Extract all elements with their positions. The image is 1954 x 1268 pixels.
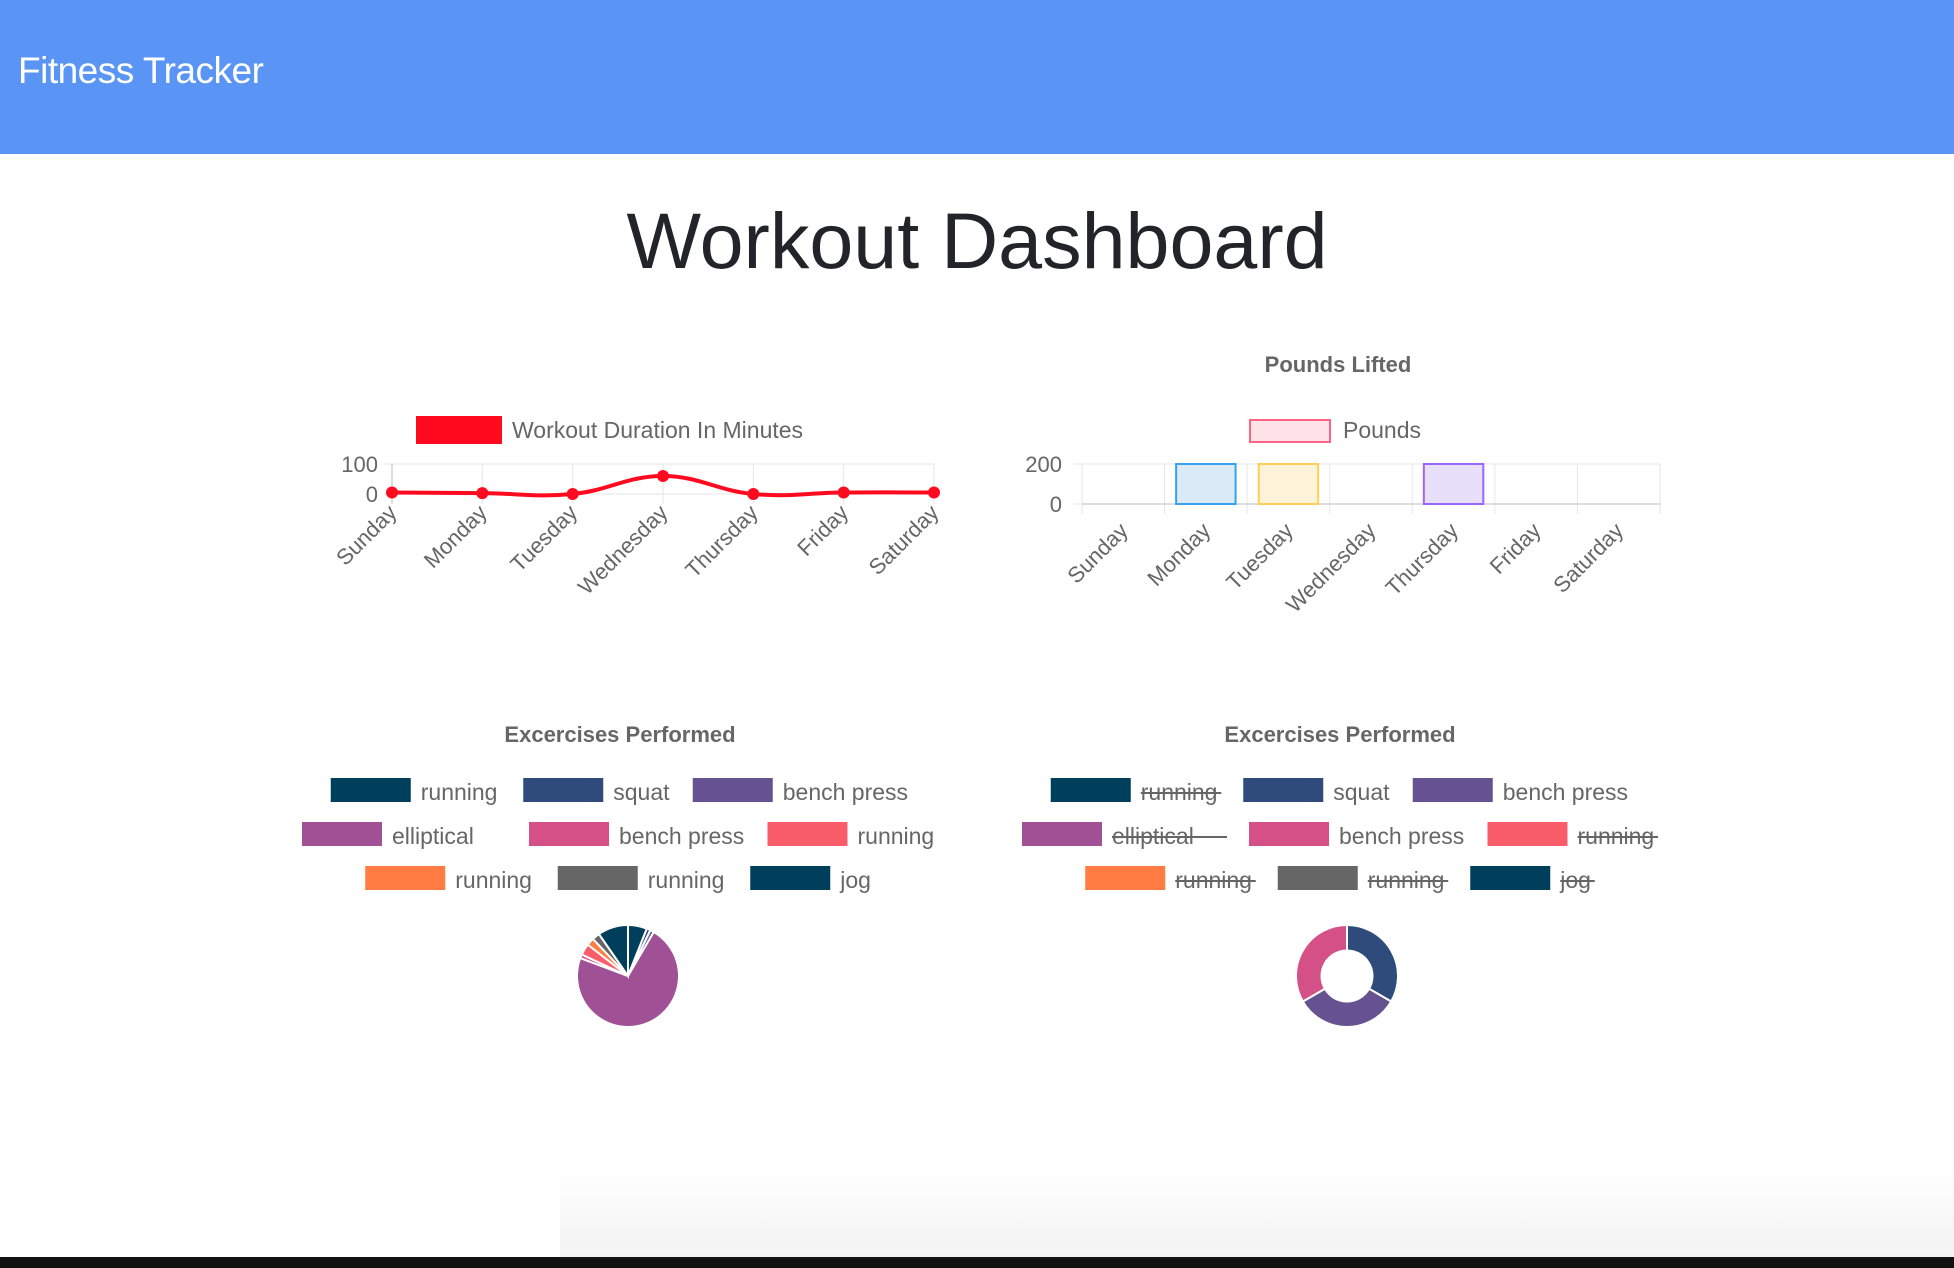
legend-swatch[interactable] — [330, 778, 411, 802]
legend-swatch[interactable] — [1277, 866, 1358, 890]
y-tick-label: 100 — [341, 452, 378, 477]
legend-label[interactable]: Pounds — [1343, 417, 1421, 443]
bar[interactable] — [1257, 463, 1320, 505]
legend-label[interactable]: Workout Duration In Minutes — [512, 417, 803, 443]
x-tick-label: Saturday — [1548, 518, 1628, 598]
data-point — [928, 486, 940, 499]
pie-slice[interactable] — [597, 923, 629, 980]
legend-label[interactable]: running — [455, 867, 532, 893]
data-point — [837, 486, 850, 499]
legend-swatch[interactable] — [767, 822, 848, 846]
legend-swatch[interactable] — [750, 866, 831, 890]
navbar: Fitness Tracker — [0, 0, 1954, 154]
legend-swatch[interactable] — [557, 866, 638, 890]
x-tick-label: Monday — [419, 500, 492, 573]
legend-swatch[interactable] — [523, 778, 604, 802]
navbar-brand[interactable]: Fitness Tracker — [18, 50, 264, 91]
x-tick-label: Friday — [1485, 518, 1546, 579]
legend-swatch[interactable] — [365, 866, 446, 890]
legend-swatch[interactable] — [1249, 822, 1329, 846]
x-tick-label: Wednesday — [1281, 518, 1381, 618]
legend-label[interactable]: bench press — [619, 823, 744, 849]
legend-label[interactable]: bench press — [783, 779, 908, 805]
legend-label[interactable]: running — [648, 867, 725, 893]
exercises-pie-chart[interactable]: Excercises Performed running squat bench pr… — [290, 700, 950, 1060]
y-tick-label: 0 — [1050, 492, 1062, 517]
doughnut-slice[interactable] — [1346, 923, 1399, 1003]
legend-label[interactable]: running — [421, 779, 498, 805]
legend-swatch[interactable] — [1050, 778, 1131, 802]
legend-label[interactable]: squat — [1333, 779, 1390, 805]
page-title: Workout Dashboard — [626, 196, 1328, 285]
data-point — [476, 487, 489, 500]
window-edge — [0, 1257, 1954, 1268]
data-point — [386, 486, 398, 499]
x-tick-label: Monday — [1142, 518, 1215, 591]
bar[interactable] — [1422, 463, 1485, 505]
y-tick-label: 0 — [366, 482, 378, 507]
data-point — [657, 470, 669, 482]
x-tick-label: Friday — [792, 500, 853, 561]
legend-swatch[interactable] — [1243, 778, 1324, 802]
x-tick-label: Wednesday — [573, 500, 673, 600]
x-tick-label: Thursday — [1381, 518, 1464, 601]
chart-title: Pounds Lifted — [1265, 352, 1412, 377]
doughnut-slice[interactable] — [1301, 987, 1393, 1028]
x-tick-label: Tuesday — [1221, 518, 1298, 595]
doughnut-slice[interactable] — [1295, 923, 1348, 1003]
legend-label[interactable]: bench press — [1339, 823, 1464, 849]
legend-swatch[interactable] — [1487, 822, 1568, 846]
chart-title: Excercises Performed — [504, 722, 735, 747]
data-point — [747, 488, 760, 500]
legend-swatch[interactable] — [1085, 866, 1166, 890]
legend-swatch[interactable] — [1249, 419, 1331, 443]
legend-swatch[interactable] — [416, 416, 502, 444]
y-tick-label: 200 — [1025, 452, 1062, 477]
legend-label[interactable]: running — [858, 823, 935, 849]
window-shadow — [560, 1170, 1954, 1260]
bar[interactable] — [1175, 463, 1237, 505]
legend-label[interactable]: elliptical — [392, 823, 474, 849]
legend-swatch[interactable] — [1022, 822, 1102, 846]
data-point — [566, 488, 579, 500]
legend-swatch[interactable] — [302, 822, 382, 846]
legend-label[interactable]: jog — [839, 867, 871, 893]
legend-swatch[interactable] — [529, 822, 609, 846]
chart-title: Excercises Performed — [1224, 722, 1455, 747]
legend-label[interactable]: squat — [613, 779, 670, 805]
pie-slice[interactable] — [576, 930, 680, 1028]
x-tick-label: Saturday — [864, 500, 944, 580]
x-tick-label: Tuesday — [505, 500, 582, 577]
legend-swatch[interactable] — [1470, 866, 1551, 890]
x-tick-label: Thursday — [680, 500, 763, 583]
legend-swatch[interactable] — [692, 778, 773, 802]
x-tick-label: Sunday — [1062, 518, 1132, 588]
legend-label[interactable]: bench press — [1503, 779, 1628, 805]
legend-swatch[interactable] — [1412, 778, 1493, 802]
x-tick-label: Sunday — [331, 500, 401, 570]
